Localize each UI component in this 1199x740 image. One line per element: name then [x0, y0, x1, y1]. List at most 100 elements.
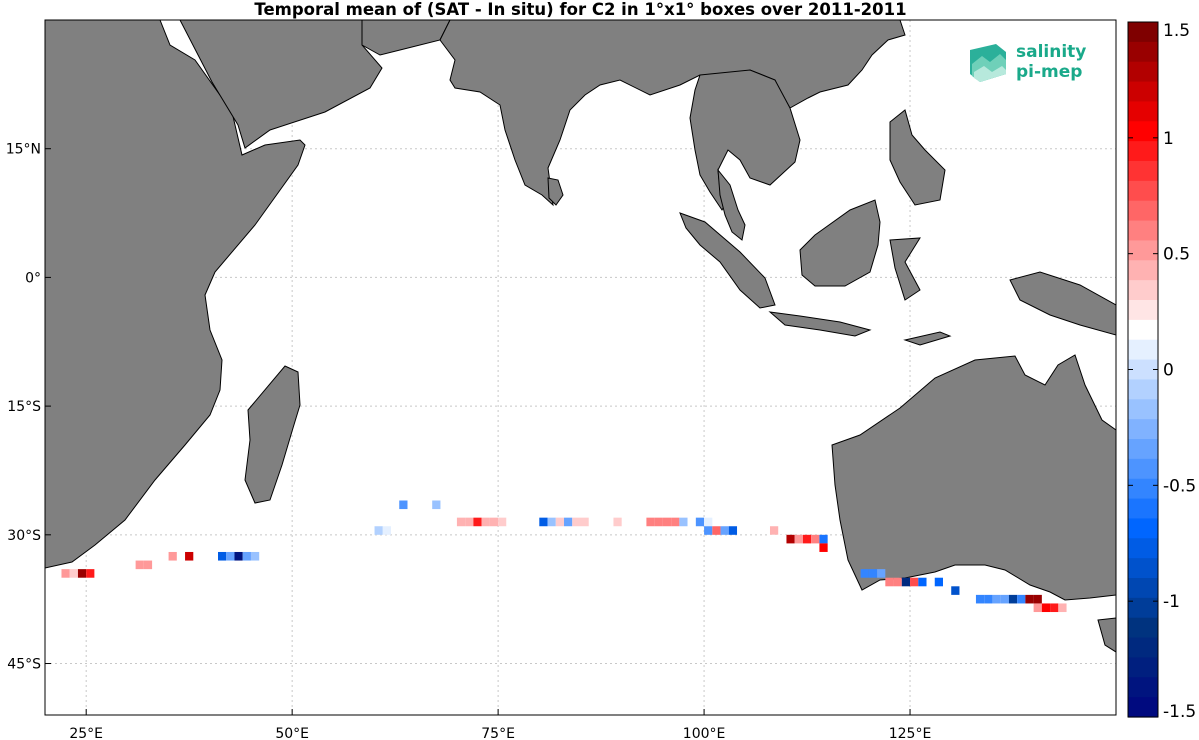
colorbar-swatch [1128, 240, 1158, 261]
data-cell [465, 517, 474, 527]
land-new-guinea [1009, 271, 1116, 336]
colorbar: 1.5 1 0.5 0 -0.5 -1 -1.5 [1127, 21, 1196, 722]
data-cell [646, 517, 655, 527]
data-cell [662, 517, 672, 527]
colorbar-swatch [1128, 399, 1158, 420]
data-cell [234, 551, 243, 561]
colorbar-swatch [1128, 61, 1158, 83]
data-cell [168, 551, 177, 561]
lon-tick-label: 25°E [69, 726, 103, 740]
data-cell [1017, 594, 1026, 604]
data-cell [975, 594, 985, 604]
land-timor [903, 331, 952, 346]
data-cell [901, 577, 911, 587]
land-borneo [799, 199, 881, 287]
lat-tick-label: 30°S [7, 528, 41, 544]
data-cell [391, 517, 400, 527]
data-cell [868, 569, 878, 578]
data-cell [498, 517, 507, 527]
data-cell [1041, 603, 1051, 613]
colorbar-swatch [1128, 161, 1158, 182]
data-cell [704, 517, 713, 527]
data-cell [885, 577, 894, 587]
data-cell [893, 577, 902, 587]
colorbar-swatch [1128, 101, 1158, 122]
colorbar-swatch [1128, 339, 1158, 361]
colorbar-swatch [1128, 697, 1158, 718]
data-cell [769, 534, 779, 544]
map-title: Temporal mean of (SAT - In situ) for C2 … [254, 0, 907, 19]
data-cell [769, 526, 779, 535]
colorbar-swatch [1128, 280, 1158, 301]
data-cell [481, 517, 490, 527]
data-cell [712, 526, 721, 535]
data-cell [1033, 594, 1042, 604]
colorbar-swatch [1128, 220, 1158, 242]
colorbar-swatch [1128, 657, 1158, 678]
colorbar-swatch [1128, 141, 1158, 162]
colorbar-label: 1.5 [1163, 21, 1190, 41]
colorbar-swatch [1128, 677, 1158, 698]
data-cell [555, 517, 565, 527]
data-cell [143, 560, 153, 570]
data-cell [226, 551, 235, 561]
data-cell [506, 517, 515, 527]
data-cell [382, 526, 392, 535]
data-cell [69, 569, 78, 578]
data-cell [399, 500, 408, 510]
data-cell [432, 500, 441, 510]
logo-text-pimep: pi-mep [1016, 62, 1083, 82]
data-cell [671, 517, 680, 527]
lat-tick-label: 15°S [7, 399, 41, 415]
land-sumatra [679, 212, 776, 309]
colorbar-swatch [1128, 260, 1158, 281]
data-cell [819, 543, 828, 552]
colorbar-swatch [1128, 121, 1158, 142]
colorbar-swatch [1128, 419, 1158, 440]
data-cell [94, 569, 103, 578]
colorbar-swatch [1128, 617, 1158, 639]
axis-labels: 25°E 50°E 75°E 100°E 125°E 15°N 0° 15°S 30°S 45°S [6, 142, 932, 740]
data-cell [61, 569, 70, 578]
data-cell [572, 517, 581, 527]
colorbar-swatch [1128, 637, 1158, 659]
data-cell [728, 526, 738, 535]
colorbar-label: 0 [1163, 361, 1174, 381]
colorbar-swatch [1128, 379, 1158, 400]
colorbar-swatch [1128, 498, 1158, 520]
data-cell [704, 526, 713, 535]
logo-waves-icon [970, 44, 1006, 82]
data-cell [77, 569, 87, 578]
data-cell [1050, 603, 1059, 613]
data-cell [679, 517, 688, 527]
data-cell [695, 517, 705, 527]
land-sri-lanka [547, 177, 564, 206]
data-cell [374, 526, 383, 535]
colorbar-swatch [1128, 518, 1158, 539]
data-cell [819, 551, 828, 561]
data-cell [580, 517, 589, 527]
data-cell [613, 517, 622, 527]
data-cell [802, 534, 812, 544]
lon-tick-label: 75°E [481, 726, 515, 740]
land-malay-peninsula [717, 168, 746, 241]
data-cell [1058, 603, 1067, 613]
land-masses [45, 20, 1116, 653]
land-tasmania [1097, 617, 1116, 653]
colorbar-swatch [1128, 558, 1158, 579]
data-cell [811, 534, 820, 544]
data-cell [951, 586, 960, 595]
land-philippines [889, 109, 946, 206]
data-cell [1033, 603, 1042, 613]
data-cell [1000, 594, 1009, 604]
colorbar-swatch [1128, 319, 1158, 341]
land-australia [831, 354, 1116, 601]
colorbar-swatch [1128, 458, 1158, 480]
logo-text-salinity: salinity [1016, 42, 1087, 62]
data-cell [473, 517, 482, 527]
data-cells [61, 500, 1067, 613]
data-cell [489, 517, 499, 527]
colorbar-swatch [1128, 538, 1158, 559]
land-sulawesi [889, 237, 921, 301]
